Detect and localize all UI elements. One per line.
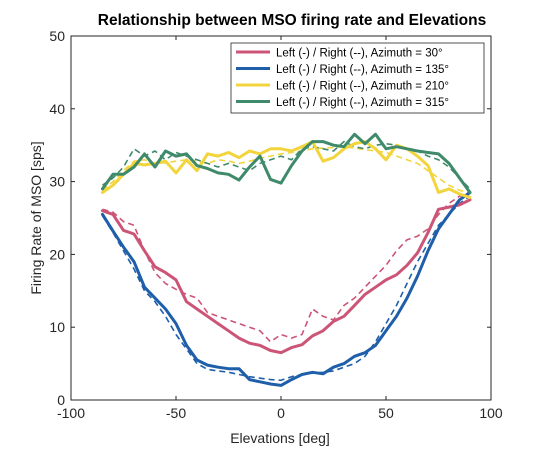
series-1-left-line bbox=[101, 191, 472, 387]
y-tick-label: 40 bbox=[49, 101, 65, 117]
y-tick-label: 50 bbox=[49, 28, 65, 44]
x-tick-label: 100 bbox=[479, 405, 503, 421]
y-tick-label: 20 bbox=[49, 246, 65, 262]
x-tick-label: -100 bbox=[57, 405, 85, 421]
x-tick-label: -50 bbox=[166, 405, 186, 421]
legend-label-3: Left (-) / Right (--), Azimuth = 315° bbox=[276, 97, 449, 109]
legend-label-0: Left (-) / Right (--), Azimuth = 30° bbox=[276, 48, 443, 60]
x-axis-label: Elevations [deg] bbox=[230, 430, 330, 446]
series-3-left-line bbox=[101, 132, 472, 194]
y-tick-label: 0 bbox=[57, 392, 65, 408]
legend-label-2: Left (-) / Right (--), Azimuth = 210° bbox=[276, 81, 449, 93]
y-tick-label: 30 bbox=[49, 174, 65, 190]
legend-label-1: Left (-) / Right (--), Azimuth = 135° bbox=[276, 64, 449, 76]
series-0-right-line bbox=[102, 191, 471, 343]
x-tick-label: 0 bbox=[277, 405, 285, 421]
chart-title: Relationship between MSO firing rate and… bbox=[98, 12, 486, 29]
series-0-left-line bbox=[101, 198, 472, 355]
legend: Left (-) / Right (--), Azimuth = 30° Left… bbox=[230, 42, 485, 114]
axis-ticks: -100 -50 0 50 100 0 10 20 30 40 50 bbox=[49, 28, 502, 421]
y-axis-label: Firing Rate of MSO [sps] bbox=[28, 141, 44, 294]
series-lines bbox=[101, 132, 472, 387]
y-tick-label: 10 bbox=[49, 319, 65, 335]
x-tick-label: 50 bbox=[378, 405, 394, 421]
legend-box bbox=[230, 42, 485, 114]
